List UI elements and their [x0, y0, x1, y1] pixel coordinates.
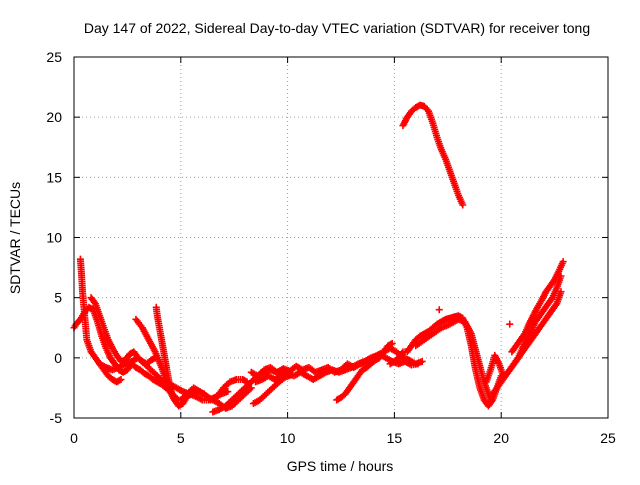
data-point: [398, 349, 406, 357]
data-point: [288, 371, 296, 379]
x-tick-label: 5: [177, 430, 185, 446]
series-arc-13: [399, 101, 467, 209]
data-point: [388, 339, 396, 347]
data-point: [117, 375, 125, 383]
data-point: [459, 201, 467, 209]
y-tick-label: 15: [46, 169, 62, 185]
data-layer: [70, 101, 567, 416]
x-axis-label: GPS time / hours: [287, 458, 394, 474]
series-arc-19: [482, 351, 507, 386]
x-tick-label: 15: [387, 430, 403, 446]
data-point: [557, 272, 565, 280]
y-tick-label: 10: [46, 230, 62, 246]
series-arc-15: [412, 315, 495, 404]
y-tick-label: 25: [46, 49, 62, 65]
x-tick-label: 10: [280, 430, 296, 446]
tick-layer: 0 5 10 15 20 25 -5 0 5 10 15 20 25: [46, 49, 616, 446]
y-tick-label: -5: [50, 410, 63, 426]
x-tick-label: 0: [70, 430, 78, 446]
data-point: [487, 396, 495, 404]
data-point: [488, 397, 496, 405]
data-point: [168, 390, 176, 398]
y-tick-label: 20: [46, 109, 62, 125]
data-point: [90, 298, 98, 306]
data-point: [506, 320, 514, 328]
series-arc-3: [87, 294, 159, 368]
data-point: [116, 376, 124, 384]
y-axis-label: SDTVAR / TECUs: [7, 182, 23, 294]
y-tick-label: 5: [54, 290, 62, 306]
series-arc-6: [152, 303, 176, 398]
data-point: [435, 306, 443, 314]
y-tick-label: 0: [54, 350, 62, 366]
x-tick-label: 20: [493, 430, 509, 446]
series-arc-1: [76, 255, 125, 386]
data-point: [557, 288, 565, 296]
data-point: [387, 340, 395, 348]
data-point: [242, 377, 250, 385]
series-isolated: [435, 306, 514, 328]
data-point: [499, 372, 507, 380]
data-point: [559, 258, 567, 266]
series-arc-17: [508, 258, 567, 356]
data-point: [552, 301, 560, 309]
series-arc-11: [249, 371, 296, 408]
series-arc-18: [501, 272, 565, 380]
x-tick-label: 25: [600, 430, 616, 446]
series-arc-12: [333, 339, 396, 404]
data-point: [224, 388, 232, 396]
data-point: [418, 357, 426, 365]
chart-title: Day 147 of 2022, Sidereal Day-to-day VTE…: [84, 20, 590, 36]
